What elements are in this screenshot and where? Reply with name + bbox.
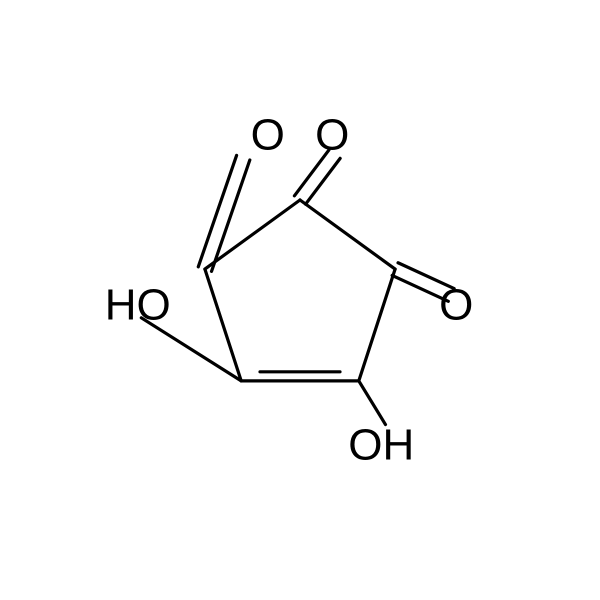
molecule-diagram: OOOOHHO [0,0,600,600]
atom-label: OH [348,421,414,470]
atom-label: O [251,111,285,160]
atom-label: HO [105,281,171,330]
atom-label: O [439,281,473,330]
atom-label: O [315,111,349,160]
